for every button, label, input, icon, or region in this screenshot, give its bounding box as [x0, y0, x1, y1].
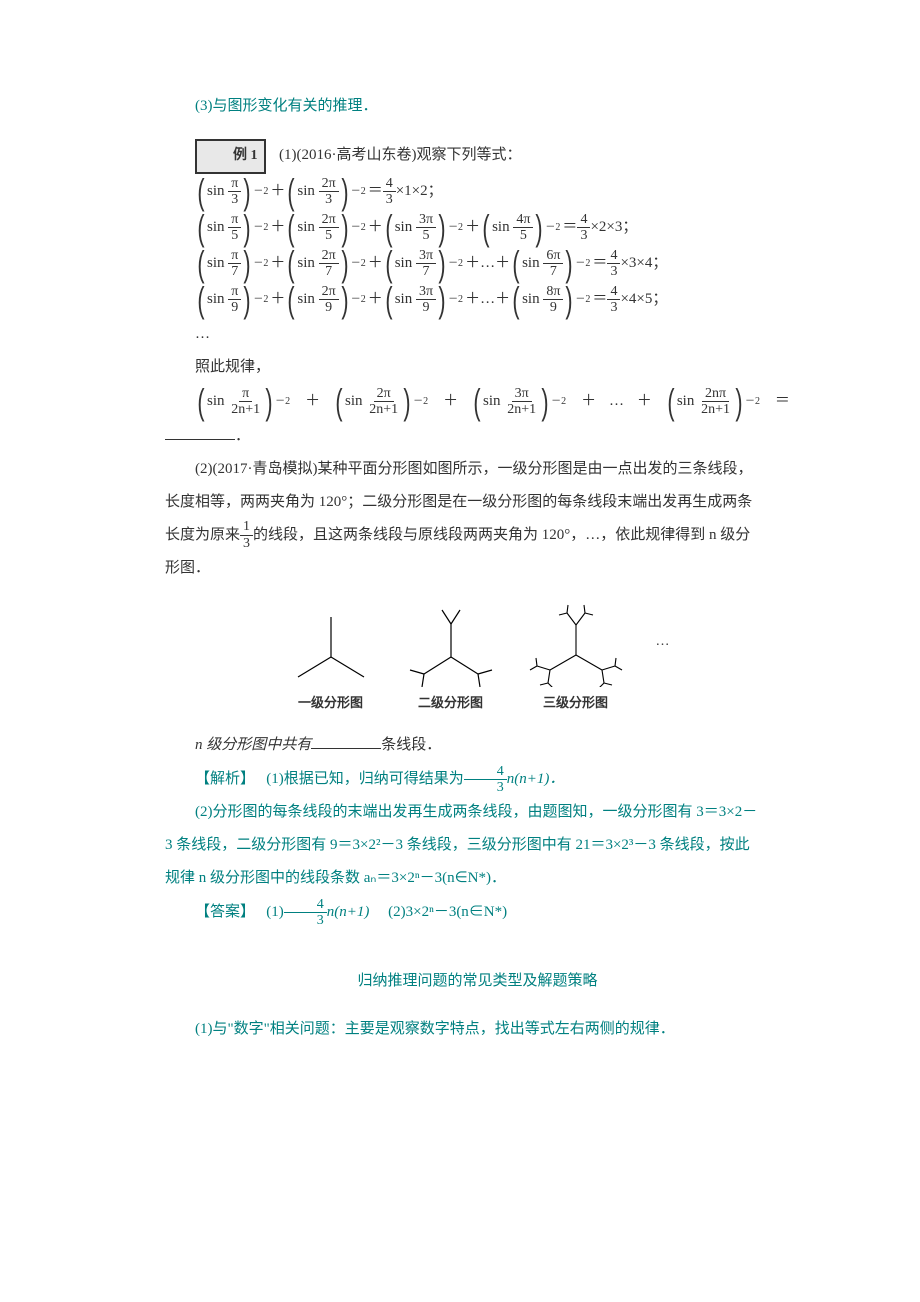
segment-count-question: n 级分形图中共有 条线段． [165, 729, 790, 762]
blank-line: ． [165, 420, 790, 453]
part2-line3: 长度为原来13的线段，且这两条线段与原线段两两夹角为 120°，…，依此规律得到… [165, 519, 790, 552]
subfig-label-2: 二级分形图 [418, 689, 483, 718]
solution-1: 【解析】 (1)根据已知，归纳可得结果为43n(n+1)． [165, 762, 790, 796]
strategy-line-1: (1)与"数字"相关问题：主要是观察数字特点，找出等式左右两侧的规律． [165, 1013, 790, 1046]
rule-intro-text: 照此规律， [195, 351, 790, 384]
intro-line-3: (3)与图形变化有关的推理． [165, 90, 790, 123]
answer-blank-2 [311, 734, 381, 749]
example-badge: 例 1 [195, 139, 266, 174]
equation-row-2: ( sin π5 ) －2 ＋ ( sin 2π5 ) －2 ＋ ( sin 3… [195, 210, 790, 246]
equation-row-3: ( sin π7 ) －2 ＋ ( sin 2π7 ) －2 ＋ ( sin 3… [195, 246, 790, 282]
sol1a: (1)根据已知，归纳可得结果为 [266, 771, 464, 787]
subfig-3: 三级分形图 [526, 597, 626, 718]
fractal-figure: 一级分形图 二级分形图 [165, 597, 790, 718]
answer-line: 【答案】 (1)43n(n+1) (2)3×2ⁿ－3(n∈N*) [165, 895, 790, 929]
part2-line4: 形图． [165, 552, 790, 585]
solution-2a: (2)分形图的每条线段的末端出发再生成两条线段，由题图知，一级分形图有 3＝3×… [165, 796, 790, 829]
frac-4-3-sol: 43 [464, 764, 507, 796]
subfig-1: 一级分形图 [286, 607, 376, 718]
answer-blank-1 [165, 425, 235, 440]
frac-1-3: 13 [240, 519, 253, 551]
ans1a: (1) [266, 904, 284, 920]
part2-line3a: 长度为原来 [165, 527, 240, 543]
part2-line2: 长度相等，两两夹角为 120°；二级分形图是在一级分形图的每条线段末端出发再生成… [165, 486, 790, 519]
ans2: (2)3×2ⁿ－3(n∈N*) [388, 904, 507, 920]
subfig-label-1: 一级分形图 [298, 689, 363, 718]
part2-line3b: 的线段，且这两条线段与原线段两两夹角为 120°，…，依此规律得到 n 级分 [253, 527, 750, 543]
answer-label: 【答案】 [195, 903, 255, 920]
figure-ellipsis: … [656, 627, 670, 688]
solution-2c: 规律 n 级分形图中的线段条数 aₙ＝3×2ⁿ－3(n∈N*)． [165, 862, 790, 895]
caption-a: n 级分形图中共有 [195, 737, 311, 753]
part2-line1: (2)(2017·青岛模拟)某种平面分形图如图所示，一级分形图是由一点出发的三条… [165, 453, 790, 486]
subfig-2: 二级分形图 [406, 602, 496, 718]
frac-4-3-ans: 43 [284, 897, 327, 929]
caption-b: 条线段． [381, 737, 441, 753]
trailing-ellipsis: … [195, 318, 790, 351]
solution-2b: 3 条线段，二级分形图有 9＝3×2²－3 条线段，三级分形图中有 21＝3×2… [165, 829, 790, 862]
strategy-heading: 归纳推理问题的常见类型及解题策略 [165, 965, 790, 998]
equation-row-1: ( sin π3 ) －2 ＋ ( sin 2π3 ) －2 ＝43×1×2； [195, 174, 790, 210]
equation-general: ( sin π2n+1 ) －2 ＋ ( sin 2π2n+1 ) －2 ＋ (… [195, 384, 790, 420]
sol1b: n(n+1)． [507, 771, 565, 787]
subfig-label-3: 三级分形图 [543, 689, 608, 718]
example-source: (1)(2016·高考山东卷)观察下列等式： [279, 147, 521, 163]
example-1-intro: 例 1 (1)(2016·高考山东卷)观察下列等式： [165, 139, 790, 174]
ans1b: n(n+1) [327, 904, 370, 920]
solution-label: 【解析】 [195, 770, 255, 787]
equation-row-4: ( sin π9 ) －2 ＋ ( sin 2π9 ) －2 ＋ ( sin 3… [195, 282, 790, 318]
